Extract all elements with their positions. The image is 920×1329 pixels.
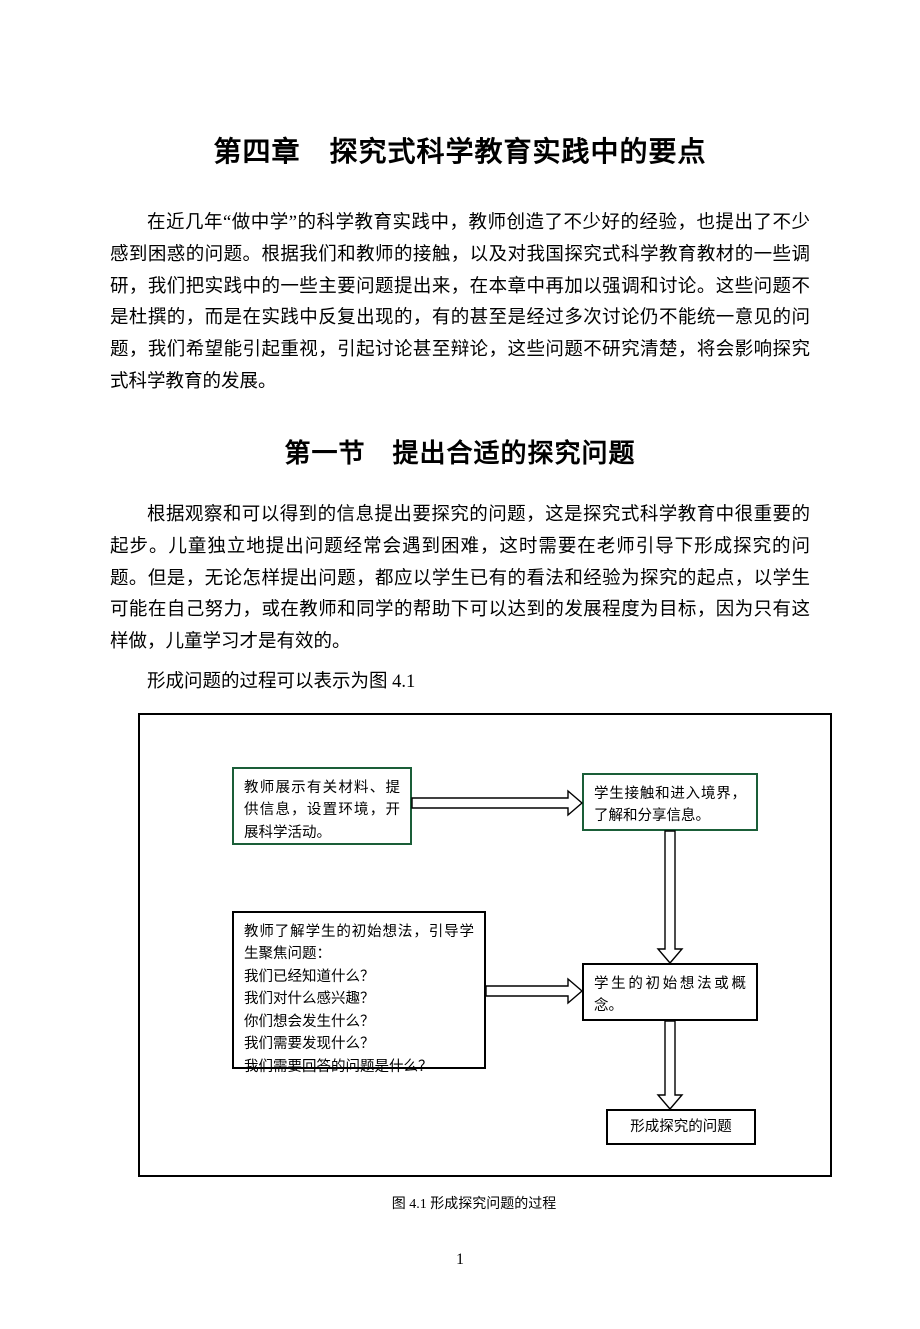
flow-node-line: 我们需要发现什么？ (244, 1033, 474, 1055)
section-title: 第一节 提出合适的探究问题 (110, 433, 810, 470)
section-paragraph-1: 根据观察和可以得到的信息提出要探究的问题，这是探究式科学教育中很重要的起步。儿童… (110, 500, 810, 659)
flow-node-n5: 形成探究的问题 (606, 1109, 756, 1145)
flow-node-line: 我们需要回答的问题是什么？ (244, 1056, 474, 1078)
figure-caption: 图 4.1 形成探究问题的过程 (138, 1193, 810, 1213)
flow-node-line: 学生接触和进入境界，了解和分享信息。 (594, 783, 746, 828)
flow-node-line: 你们想会发生什么？ (244, 1011, 474, 1033)
flow-node-line: 形成探究的问题 (630, 1116, 732, 1138)
chapter-title: 第四章 探究式科学教育实践中的要点 (110, 130, 810, 170)
flow-arrow (658, 1021, 682, 1109)
flow-node-line: 教师了解学生的初始想法，引导学生聚焦问题： (244, 921, 474, 966)
flow-node-line: 学生的初始想法或概念。 (594, 973, 746, 1018)
section-paragraph-2: 形成问题的过程可以表示为图 4.1 (110, 667, 810, 699)
flow-node-line: 我们已经知道什么？ (244, 966, 474, 988)
flowchart-container: 教师展示有关材料、提供信息，设置环境，开展科学活动。 学生接触和进入境界，了解和分… (138, 713, 832, 1177)
page-number: 1 (110, 1251, 810, 1269)
page-container: 第四章 探究式科学教育实践中的要点 在近几年“做中学”的科学教育实践中，教师创造… (0, 0, 920, 1329)
figure-4-1: 教师展示有关材料、提供信息，设置环境，开展科学活动。 学生接触和进入境界，了解和分… (138, 713, 810, 1213)
flow-node-n3: 教师了解学生的初始想法，引导学生聚焦问题：我们已经知道什么？我们对什么感兴趣？你… (232, 911, 486, 1069)
flow-node-n4: 学生的初始想法或概念。 (582, 963, 758, 1021)
flow-node-n2: 学生接触和进入境界，了解和分享信息。 (582, 773, 758, 831)
flow-arrow (658, 831, 682, 963)
flow-node-line: 我们对什么感兴趣？ (244, 988, 474, 1010)
flow-node-n1: 教师展示有关材料、提供信息，设置环境，开展科学活动。 (232, 767, 412, 845)
intro-paragraph: 在近几年“做中学”的科学教育实践中，教师创造了不少好的经验，也提出了不少感到困惑… (110, 208, 810, 399)
flow-node-line: 教师展示有关材料、提供信息，设置环境，开展科学活动。 (244, 777, 400, 844)
flow-arrow (486, 979, 582, 1003)
flow-arrow (412, 791, 582, 815)
